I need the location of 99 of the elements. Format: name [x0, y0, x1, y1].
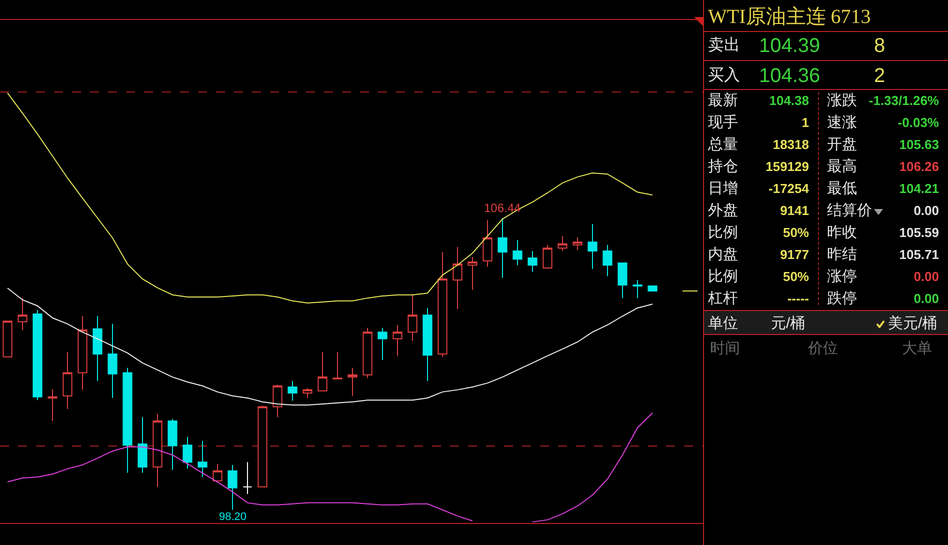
candlestick	[542, 244, 552, 268]
candlestick	[32, 310, 42, 401]
text: 最高	[827, 158, 857, 174]
candlestick	[242, 462, 252, 494]
candlestick	[228, 464, 238, 510]
text: 比例	[708, 268, 738, 284]
text: 50%	[782, 224, 809, 240]
candlestick	[138, 416, 148, 474]
text: 买入	[708, 67, 740, 84]
text: 日增	[708, 180, 738, 196]
candlestick	[468, 256, 478, 290]
candlestick	[212, 463, 222, 482]
candlestick	[572, 236, 582, 250]
annotation: 106.44	[484, 201, 522, 215]
candlestick	[18, 298, 28, 330]
text: 价位	[808, 340, 838, 356]
text: 元/桶	[771, 314, 806, 332]
text: -17254	[768, 180, 809, 196]
candlestick	[182, 436, 192, 470]
candlestick	[408, 294, 418, 342]
text: 104.36	[759, 65, 820, 87]
text: 8	[874, 35, 886, 57]
candlestick	[422, 307, 432, 382]
candlestick	[258, 405, 268, 488]
text: 最新	[708, 92, 738, 108]
text: 2	[874, 65, 886, 87]
text: 涨跌	[827, 92, 857, 108]
text: 现手	[708, 114, 738, 130]
candlestick	[198, 440, 208, 478]
text: 106.26	[899, 158, 939, 174]
candlestick	[78, 316, 88, 390]
annotation: 98.20	[219, 511, 247, 523]
candlestick	[482, 220, 492, 268]
text: 105.59	[899, 224, 939, 240]
candlestick	[528, 250, 538, 272]
candlestick	[168, 418, 178, 470]
candlestick	[618, 262, 628, 299]
candlestick	[362, 327, 372, 379]
candlestick	[558, 236, 568, 252]
text: 卖出	[708, 37, 740, 54]
candlestick	[302, 388, 312, 398]
text: 104.21	[899, 180, 939, 196]
text: -0.03%	[898, 114, 939, 130]
text: 9177	[780, 246, 809, 262]
candlestick	[318, 351, 328, 392]
text: 内盘	[708, 246, 738, 262]
candlestick	[92, 316, 102, 382]
candlestick	[602, 244, 612, 277]
candlestick	[392, 324, 402, 357]
text: -1.33/1.26%	[868, 92, 939, 108]
candlestick	[272, 384, 282, 418]
text: 104.38	[769, 92, 809, 108]
text: 持仓	[708, 158, 738, 174]
text: 1	[802, 114, 809, 130]
text: 总量	[708, 136, 738, 152]
candlestick	[452, 246, 462, 310]
candlestick	[632, 280, 642, 299]
text: 50%	[782, 268, 809, 284]
candlestick	[438, 252, 448, 358]
text: 0.00	[914, 202, 939, 218]
candlestick	[648, 286, 658, 292]
text: 0.00	[914, 290, 939, 306]
text: 速涨	[827, 114, 857, 130]
candlestick	[48, 388, 58, 422]
candlestick	[152, 413, 162, 488]
candlestick	[288, 380, 298, 402]
candlestick	[108, 323, 118, 398]
candlestick	[2, 320, 12, 358]
text: 开盘	[827, 136, 857, 152]
text: 美元/桶	[888, 314, 938, 332]
text: 杠杆	[708, 290, 738, 306]
text: 105.63	[899, 136, 939, 152]
text: 比例	[708, 224, 738, 240]
text: 昨收	[827, 224, 857, 240]
text: 18318	[772, 136, 809, 152]
text: 最低	[827, 180, 857, 196]
candlestick	[332, 351, 342, 380]
text: 跌停	[827, 290, 857, 306]
text: 104.39	[759, 35, 820, 57]
text: 159129	[766, 158, 809, 174]
candlestick	[498, 218, 508, 278]
text: 大单	[902, 340, 932, 356]
text: 涨停	[827, 268, 857, 284]
text: -----	[787, 290, 809, 306]
text: 外盘	[708, 202, 738, 218]
text: 结算价	[827, 202, 872, 218]
text: WTI原油主连 6713	[708, 6, 871, 28]
candlestick	[348, 367, 358, 396]
candlestick	[62, 351, 72, 410]
candlestick	[122, 367, 132, 474]
text: 时间	[710, 340, 740, 356]
text: 0.00	[914, 268, 939, 284]
candlestick	[588, 224, 598, 270]
text: 9141	[780, 202, 809, 218]
candlestick	[378, 327, 388, 361]
text: 单位	[708, 314, 738, 332]
text: 105.71	[899, 246, 939, 262]
candlestick	[512, 239, 522, 266]
text: 昨结	[827, 246, 857, 262]
